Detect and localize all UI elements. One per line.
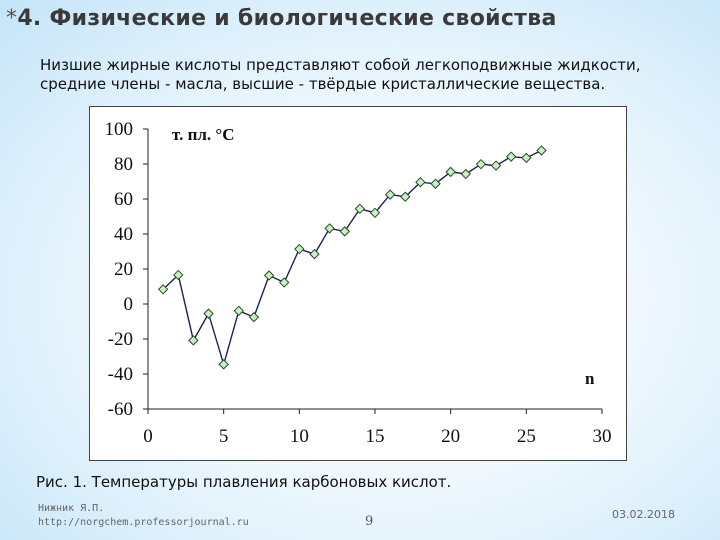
bullet-mark: * — [6, 6, 18, 31]
slide-title: *4. Физические и биологические свойства — [6, 6, 557, 31]
y-tick-label: 80 — [114, 154, 133, 175]
data-point — [536, 145, 547, 156]
x-axis-label: n — [585, 369, 595, 388]
data-point — [490, 160, 502, 171]
x-tick-label: 20 — [441, 426, 460, 447]
title-text: 4. Физические и биологические свойства — [17, 6, 557, 31]
y-tick-label: 40 — [114, 224, 133, 245]
data-point — [521, 152, 532, 164]
y-tick-label: -40 — [108, 364, 133, 385]
y-tick-labels: 100 80 60 40 20 0 -20 -40 -60 — [105, 119, 134, 420]
data-point — [157, 284, 169, 295]
x-tick-label: 30 — [593, 426, 612, 447]
x-tick-label: 10 — [290, 426, 309, 447]
data-point — [173, 269, 184, 281]
data-point — [188, 335, 199, 346]
figure-caption: Рис. 1. Температуры плавления карбоновых… — [36, 473, 452, 491]
y-tick-label: 20 — [114, 259, 133, 280]
y-tick-label: -60 — [108, 399, 133, 420]
y-tick-label: 0 — [124, 294, 134, 315]
x-tick-label: 5 — [219, 426, 229, 447]
description-text: Низшие жирные кислоты представляют собой… — [40, 56, 641, 93]
data-point — [218, 359, 229, 370]
chart-axes — [143, 128, 603, 414]
data-point — [354, 203, 366, 215]
page-number: 9 — [365, 514, 374, 529]
data-point — [263, 270, 275, 281]
data-point — [475, 158, 487, 170]
data-point — [460, 168, 472, 180]
data-point — [415, 176, 426, 188]
data-point — [203, 308, 214, 319]
data-point — [248, 311, 260, 323]
slide-date: 03.02.2018 — [612, 508, 675, 521]
data-point — [324, 223, 335, 234]
data-point — [369, 207, 381, 219]
x-tick-label: 0 — [143, 426, 153, 447]
y-axis-label: т. пл. °С — [172, 125, 234, 144]
data-point — [430, 178, 441, 189]
data-point — [384, 189, 396, 200]
author-url[interactable]: http://norgchem.professorjournal.ru — [38, 517, 249, 528]
data-point — [505, 151, 517, 162]
author-name: Нижник Я.П. — [38, 503, 105, 514]
x-tick-labels: 0 5 10 15 20 25 30 — [143, 426, 611, 447]
melting-point-chart: 100 80 60 40 20 0 -20 -40 -60 0 5 10 15 20 25 30 т. пл… — [105, 119, 612, 447]
data-point — [233, 305, 245, 317]
y-tick-label: 100 — [105, 119, 134, 140]
series-line — [162, 149, 542, 367]
chart-frame: 100 80 60 40 20 0 -20 -40 -60 0 5 10 15 20 25 30 т. пл… — [89, 106, 627, 461]
data-point — [339, 226, 350, 237]
data-point — [278, 277, 290, 288]
data-point — [400, 191, 411, 202]
author-block: Нижник Я.П. http://norgchem.professorjou… — [38, 502, 249, 530]
x-tick-label: 15 — [366, 426, 385, 447]
data-point — [309, 248, 320, 260]
chart-series — [157, 145, 547, 370]
y-tick-label: -20 — [108, 329, 133, 350]
x-tick-label: 25 — [517, 426, 536, 447]
data-point — [294, 243, 305, 255]
data-point — [445, 166, 456, 178]
y-tick-label: 60 — [114, 189, 133, 210]
